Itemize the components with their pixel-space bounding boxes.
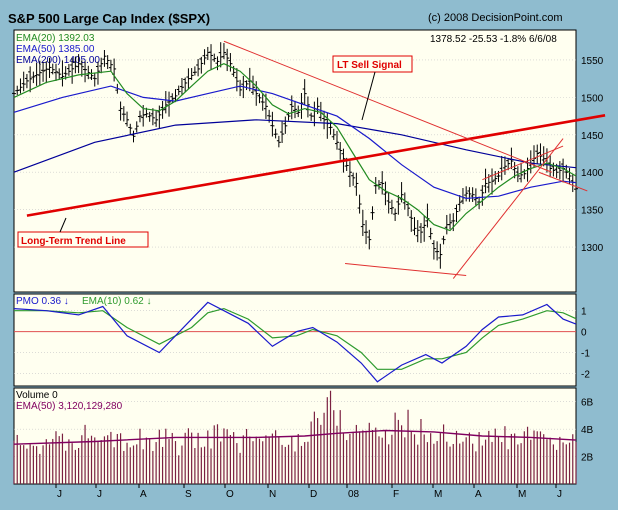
chart-title: S&P 500 Large Cap Index ($SPX) <box>8 11 211 26</box>
x-tick-label: F <box>393 489 399 500</box>
price-tick-label: 1500 <box>581 93 604 104</box>
declining-bottoms-line <box>345 263 467 277</box>
x-tick-label: A <box>475 489 482 500</box>
price-tick-label: 1350 <box>581 206 604 217</box>
price-legend-entry: EMA(20) 1392.03 <box>16 33 95 44</box>
price-panel-bg <box>13 29 577 293</box>
x-tick-label: A <box>140 489 147 500</box>
trend-line-pointer <box>59 217 67 233</box>
ema20-line <box>13 63 577 232</box>
pmo-ema10-line <box>14 307 577 370</box>
lt-sell-signal-pointer <box>361 71 376 121</box>
short-term-line <box>538 171 588 192</box>
lt-sell-signal-label: LT Sell Signal <box>337 60 402 71</box>
volume-legend-entry: Volume 0 <box>16 390 58 401</box>
price-tick-label: 1400 <box>581 168 604 179</box>
price-readout: 1378.52 -25.53 -1.8% 6/6/08 <box>430 34 557 45</box>
x-tick-label: J <box>97 489 102 500</box>
lt-sell-signal-box <box>332 55 413 73</box>
trend-line-label: Long-Term Trend Line <box>21 236 126 247</box>
price-legend-entry: EMA(50) 1385.00 <box>16 44 95 55</box>
pmo-tick-label: -1 <box>581 349 590 360</box>
price-tick-label: 1450 <box>581 131 604 142</box>
pmo-tick-label: -2 <box>581 369 590 380</box>
volume-tick-label: 6B <box>581 398 594 409</box>
volume-ema-line <box>13 429 577 445</box>
x-tick-label: O <box>226 489 234 500</box>
pmo-panel: 1 0 -1 -2 PMO 0.36 ↓ EMA(10) 0.62 ↓ <box>13 293 590 387</box>
x-tick-label: N <box>269 489 276 500</box>
x-tick-label: J <box>557 489 562 500</box>
rising-channel-lower <box>452 138 564 279</box>
rising-channel-mid <box>482 145 564 181</box>
volume-tick-label: 2B <box>581 453 594 464</box>
pmo-line <box>13 301 577 383</box>
x-tick-label: 08 <box>348 489 360 500</box>
x-axis: J J A S O N D 08 F M A M J <box>55 484 562 500</box>
pmo-tick-label: 0 <box>581 328 587 339</box>
long-term-trend-line <box>26 114 606 217</box>
copyright-text: (c) 2008 DecisionPoint.com <box>428 12 563 24</box>
ema200-line <box>13 119 577 173</box>
volume-tick-label: 4B <box>581 425 594 436</box>
x-tick-label: M <box>434 489 442 500</box>
pmo-tick-label: 1 <box>581 307 587 318</box>
pmo-legend-entry: EMA(10) 0.62 ↓ <box>82 296 151 307</box>
pmo-panel-bg <box>13 293 577 387</box>
x-tick-label: S <box>185 489 192 500</box>
x-tick-label: J <box>57 489 62 500</box>
ema50-line <box>13 85 577 200</box>
price-legend-entry: EMA(200) 1405.00 <box>16 55 100 66</box>
declining-tops-line <box>223 40 552 173</box>
price-tick-label: 1300 <box>581 243 604 254</box>
price-tick-label: 1550 <box>581 56 604 67</box>
trend-line-label-box <box>17 231 149 248</box>
volume-ema-legend-entry: EMA(50) 3,120,129,280 <box>16 401 123 412</box>
x-tick-label: D <box>310 489 317 500</box>
x-tick-label: M <box>518 489 526 500</box>
pmo-legend-entry: PMO 0.36 ↓ <box>16 296 69 307</box>
